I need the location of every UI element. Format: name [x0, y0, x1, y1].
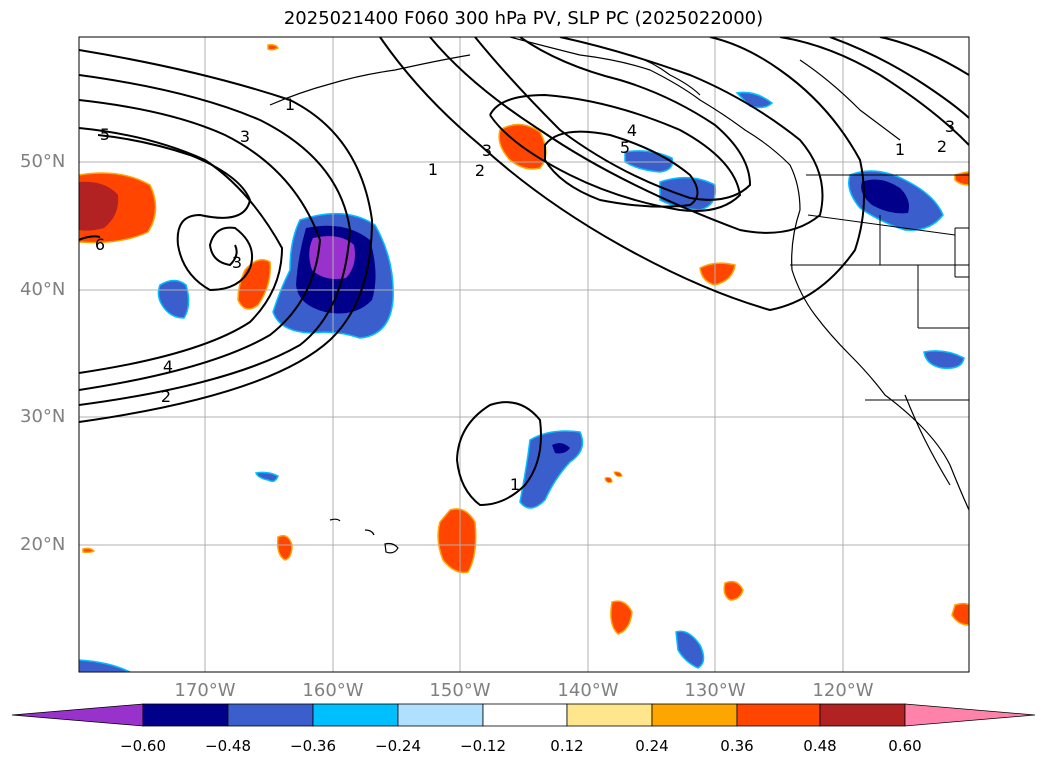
latitude-label: 30°N — [20, 406, 66, 427]
longitude-label: 160°W — [302, 680, 364, 701]
pv-positive-region — [613, 471, 623, 477]
longitude-label: 130°W — [684, 680, 746, 701]
latitude-label: 50°N — [20, 151, 66, 172]
contour-label: 3 — [240, 127, 250, 146]
pv-negative-region — [519, 430, 584, 509]
contour-label: 3 — [482, 141, 492, 160]
pv-positive-region — [723, 580, 744, 601]
colorbar-tick-label: −0.36 — [290, 737, 336, 755]
pv-negative-region — [254, 471, 279, 483]
pv-shading — [79, 44, 969, 672]
colorbar-tick-label: 0.48 — [803, 737, 837, 755]
pv-negative-region — [659, 176, 717, 211]
colorbar-segment — [819, 703, 906, 727]
graticule — [79, 37, 969, 672]
pv-negative-region — [923, 350, 965, 370]
colorbar-segment — [312, 703, 399, 727]
pv-positive-region — [276, 534, 293, 561]
pv-positive-region — [699, 262, 736, 286]
colorbar-tick-label: 0.12 — [550, 737, 584, 755]
contour-label: 4 — [163, 357, 173, 376]
pv-negative-peak — [309, 236, 355, 279]
colorbar-tick-label: −0.60 — [120, 737, 166, 755]
colorbar-tick-label: −0.24 — [375, 737, 421, 755]
pv-positive-region — [610, 600, 633, 635]
pv-negative-core — [552, 443, 570, 454]
colorbar-tick-label: 0.60 — [888, 737, 922, 755]
colorbar-segment — [397, 703, 484, 727]
map-title: 2025021400 F060 300 hPa PV, SLP PC (2025… — [283, 8, 764, 29]
contour-label: 3 — [945, 117, 955, 136]
pv-negative-region — [624, 150, 674, 173]
pv-negative-region — [79, 659, 131, 672]
pv-negative-region — [735, 91, 774, 109]
pv-positive-region — [954, 171, 969, 186]
pv-positive-region — [267, 44, 280, 51]
contour-label: 1 — [285, 95, 295, 114]
pv-positive-core — [79, 181, 119, 231]
plot-frame — [78, 36, 970, 673]
contour-label: 3 — [232, 253, 242, 272]
contour-label: 1 — [895, 140, 905, 159]
pv-negative-core — [861, 179, 909, 214]
colorbar-tick-label: −0.12 — [460, 737, 506, 755]
colorbar — [11, 703, 1036, 727]
contour-label: 1 — [510, 475, 520, 494]
colorbar-tick-label: 0.24 — [635, 737, 669, 755]
contour-label: 2 — [937, 137, 947, 156]
slp-contours — [79, 37, 969, 507]
contour-label: 6 — [95, 235, 105, 254]
contour-labels: 5 3 1 6 3 4 2 3 2 1 4 5 1 3 2 1 — [95, 95, 955, 494]
longitude-label: 120°W — [812, 680, 874, 701]
colorbar-segment — [736, 703, 821, 727]
pv-positive-region — [951, 602, 969, 626]
contour-label: 2 — [475, 161, 485, 180]
pv-positive-region — [437, 508, 477, 574]
contour-label: 5 — [620, 138, 630, 157]
pv-positive-region — [237, 259, 271, 310]
colorbar-segment — [227, 703, 314, 727]
latitude-label: 40°N — [20, 279, 66, 300]
pv-negative-region — [157, 279, 190, 319]
pv-positive-region — [604, 477, 613, 483]
colorbar-tick-label: −0.48 — [205, 737, 251, 755]
political-borders — [790, 174, 969, 401]
colorbar-tick-label: 0.36 — [720, 737, 754, 755]
contour-label: 5 — [100, 125, 110, 144]
contour-label: 2 — [161, 387, 171, 406]
colorbar-min-extend — [11, 703, 144, 727]
longitude-label: 150°W — [429, 680, 491, 701]
contour-label: 4 — [627, 121, 637, 140]
colorbar-max-extend — [904, 703, 1036, 727]
colorbar-segment — [482, 703, 568, 727]
latitude-label: 20°N — [20, 534, 66, 555]
contour-label: 1 — [428, 160, 438, 179]
longitude-label: 170°W — [174, 680, 236, 701]
colorbar-segment — [651, 703, 738, 727]
colorbar-segment — [566, 703, 653, 727]
pv-negative-region — [675, 630, 705, 669]
longitude-label: 140°W — [557, 680, 619, 701]
colorbar-segment — [142, 703, 229, 727]
pv-positive-region — [82, 547, 96, 554]
plot-area — [79, 37, 969, 672]
